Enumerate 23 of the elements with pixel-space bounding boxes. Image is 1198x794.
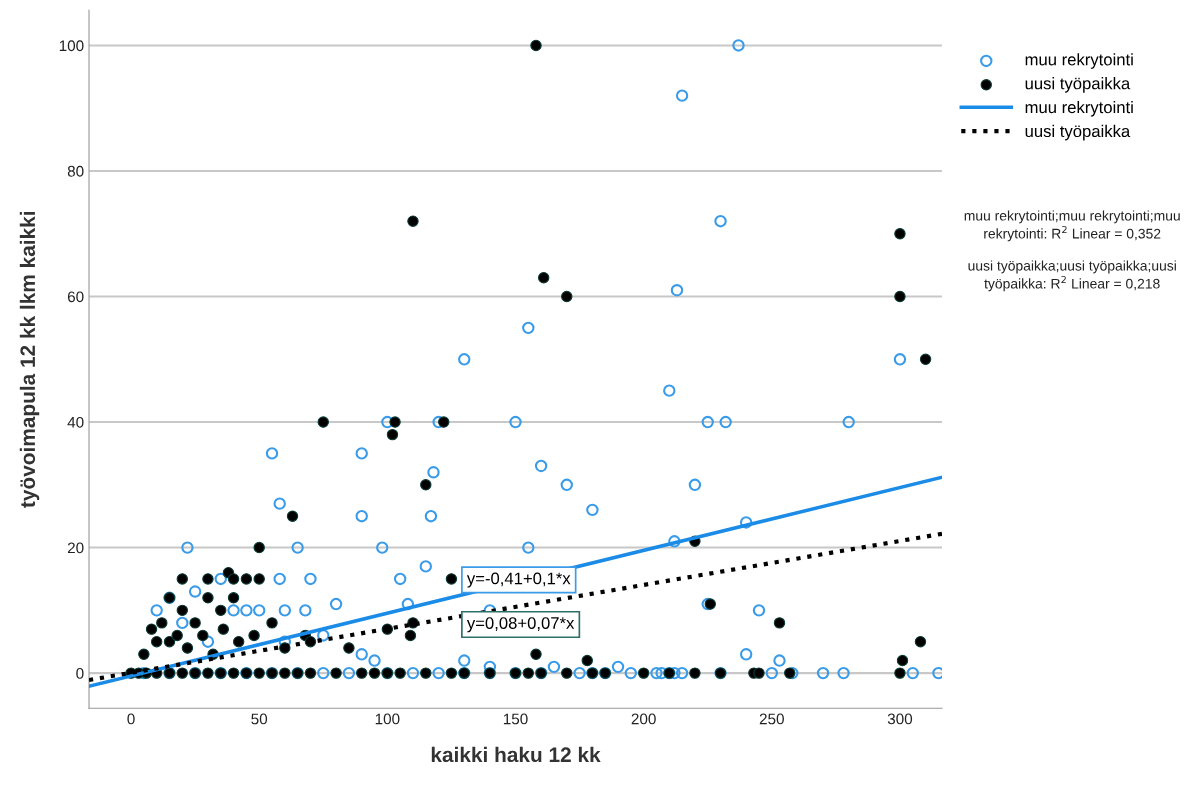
text: muu rekrytointi;muu rekrytointi;muu rekrytointi: R$^{2}$ Linear = 0,352: [964, 210, 1180, 242]
x-tick-label: 50: [251, 713, 268, 725]
legend-label: uusi työpaikka: [1025, 124, 1131, 141]
y-tick-label: 0: [76, 667, 84, 679]
y-tick-label: 80: [67, 165, 84, 177]
x-tick-label: 250: [759, 713, 784, 725]
text: uusi työpaikka;uusi työpaikka;uusi työpaikka: R$^{2}$ Linear = 0,218: [968, 260, 1176, 292]
legend-label: uusi työpaikka: [1025, 77, 1131, 93]
x-tick-label: 200: [631, 713, 656, 725]
annotation: y=-0,41+0,1*x: [466, 572, 571, 588]
legend-label: muu rekrytointi: [1025, 100, 1133, 117]
y-axis-title: työvoimapula 12 kk lkm kaikki: [19, 211, 40, 508]
x-axis-title: kaikki haku 12 kk: [431, 746, 601, 763]
annotation: y=0,08+0,07*x: [466, 617, 575, 633]
y-tick-label: 100: [59, 40, 84, 52]
legend-label: muu rekrytointi: [1025, 53, 1133, 69]
y-tick-label: 40: [67, 416, 84, 428]
y-tick-label: 60: [67, 291, 84, 303]
y-tick-label: 20: [67, 542, 84, 554]
x-tick-label: 100: [375, 713, 400, 725]
x-tick-label: 300: [887, 713, 913, 725]
x-tick-label: 150: [503, 713, 528, 725]
x-tick-label: 0: [127, 713, 135, 725]
